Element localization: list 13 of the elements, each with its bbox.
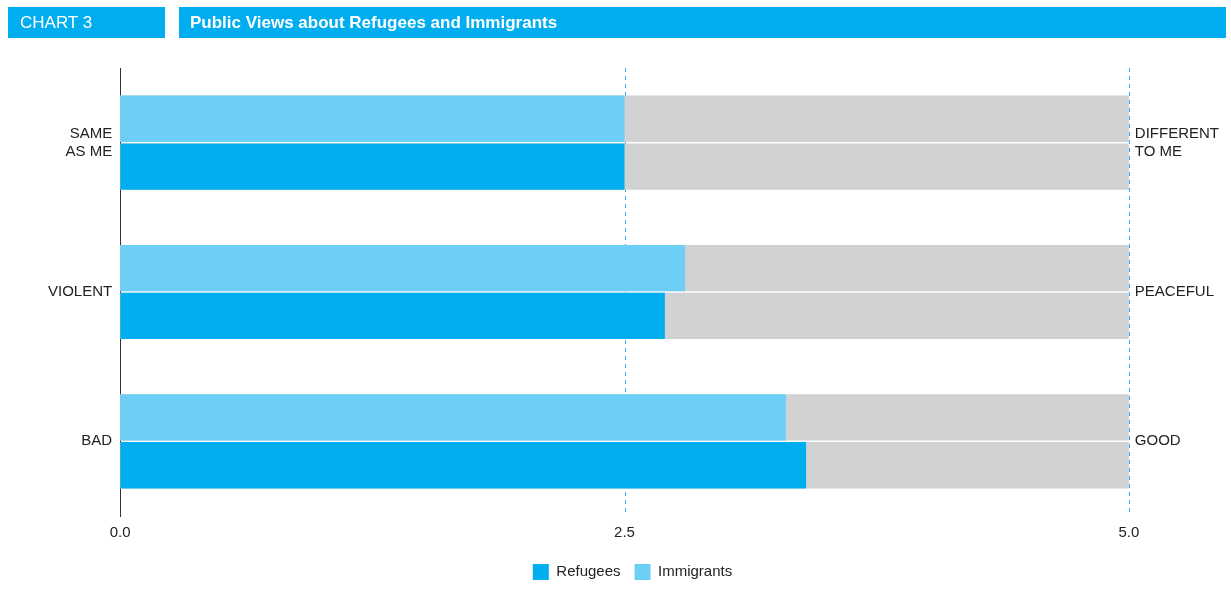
- chart-title: Public Views about Refugees and Immigrants: [179, 7, 1226, 38]
- y-tick-label: BAD: [81, 431, 113, 449]
- caption: CHART 3: [8, 7, 165, 38]
- x-tick-label: 2.5: [614, 523, 635, 541]
- y-tick-label: VIOLENT: [47, 282, 113, 300]
- x-tick-label: 5.0: [1118, 523, 1140, 541]
- y2-tick-label: DIFFERENT TO ME: [1134, 123, 1220, 159]
- y2-tick-label: GOOD: [1134, 431, 1181, 449]
- legend-label: Immigrants: [658, 562, 733, 580]
- y2-tick-label: PEACEFUL: [1134, 282, 1215, 300]
- y-tick-label: SAME AS ME: [65, 123, 113, 159]
- x-tick-label: 0.0: [109, 523, 131, 541]
- legend-label: Refugees: [556, 562, 621, 580]
